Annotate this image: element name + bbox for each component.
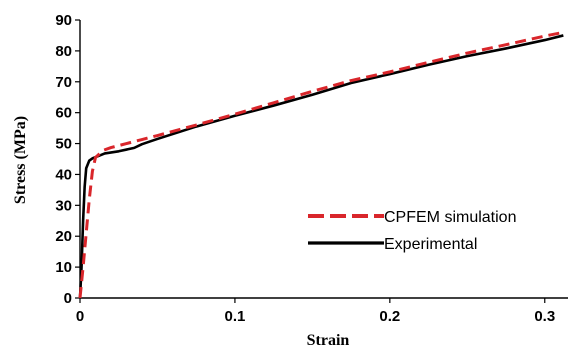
experimental-series-line bbox=[78, 34, 564, 299]
legend-label-cpfem-simulation: CPFEM simulation bbox=[384, 209, 516, 226]
x-tick-label: 0 bbox=[76, 308, 84, 325]
y-tick-label: 30 bbox=[55, 197, 72, 214]
legend-label-experimental: Experimental bbox=[384, 236, 477, 253]
y-tick-label: 50 bbox=[55, 136, 72, 153]
x-tick-label: 0.1 bbox=[224, 308, 245, 325]
cpfem-simulation-series-line bbox=[78, 30, 564, 299]
y-tick-label: 10 bbox=[55, 259, 72, 276]
y-tick-label: 70 bbox=[55, 74, 72, 91]
y-tick-label: 40 bbox=[55, 166, 72, 183]
y-tick-label: 90 bbox=[55, 12, 72, 29]
axes bbox=[75, 19, 568, 303]
y-tick-label: 20 bbox=[55, 228, 72, 245]
tick-labels: 0 10 20 30 40 50 60 70 80 90 0 0.1 0.2 0.3 bbox=[55, 12, 555, 325]
x-tick-label: 0.3 bbox=[534, 308, 555, 325]
legend: CPFEM simulation Experimental bbox=[308, 209, 516, 253]
x-axis-title: Strain bbox=[307, 332, 350, 349]
y-tick-label: 80 bbox=[55, 43, 72, 60]
y-tick-label: 0 bbox=[64, 290, 72, 307]
x-tick-label: 0.2 bbox=[379, 308, 400, 325]
data-series bbox=[78, 30, 564, 299]
y-axis-title: Stress (MPa) bbox=[12, 116, 29, 204]
y-tick-label: 60 bbox=[55, 105, 72, 122]
